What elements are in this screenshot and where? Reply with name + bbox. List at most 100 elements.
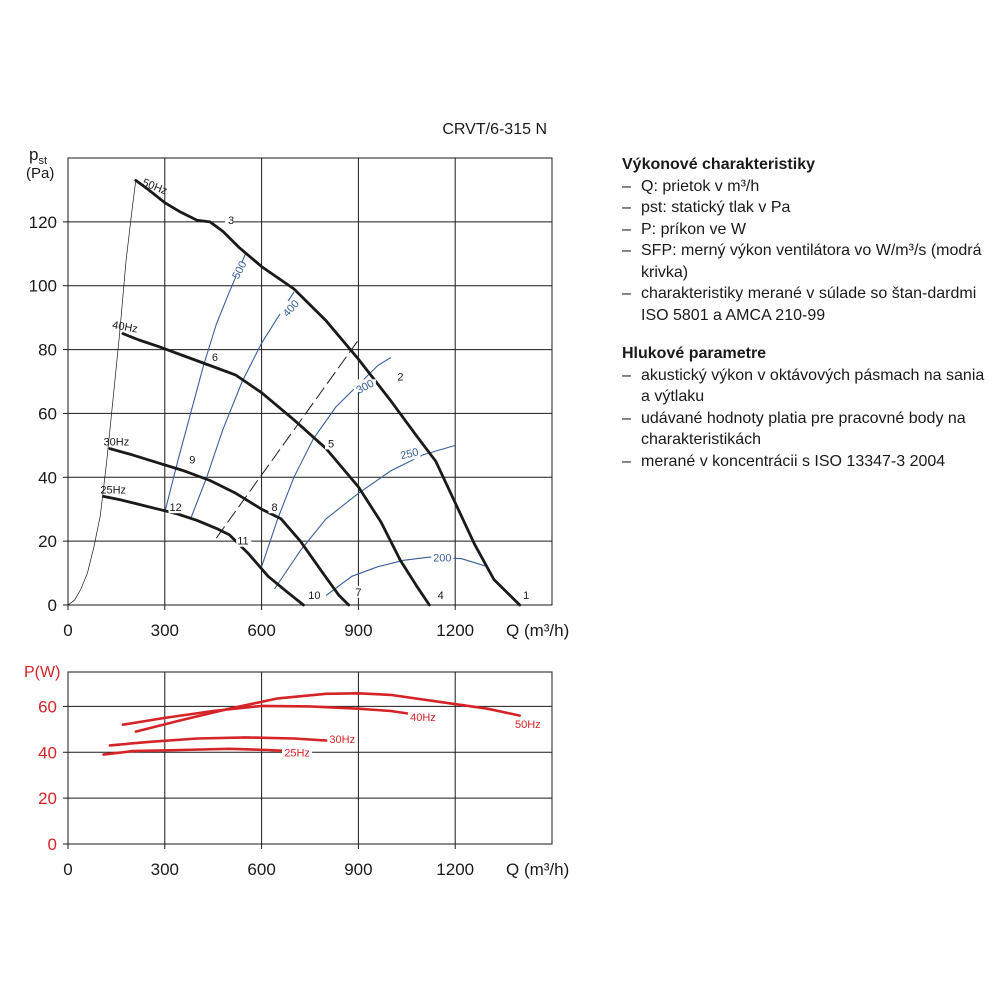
y-tick-label: 20 [38,532,57,551]
work-point-bg [208,351,218,364]
work-point-bg [186,453,196,466]
work-point-bg [307,589,323,602]
sfp-curve [164,253,247,513]
work-point-bg [394,370,404,383]
sfp-label: 500 [230,259,249,281]
power-x-tick-label: 900 [344,860,372,879]
y-tick-label: 60 [38,404,57,423]
sfp-label-bg [398,446,421,460]
y-tick-label: 40 [38,468,57,487]
work-point-label: 9 [189,454,195,466]
x-tick-label: 0 [63,621,72,640]
x-tick-label: 600 [247,621,275,640]
sfp-label-bg [228,262,251,276]
work-point-label: 5 [328,438,334,450]
power-x-tick-label: 300 [151,860,179,879]
y-tick-label: 120 [29,213,57,232]
work-point-label: 7 [355,587,361,599]
power-curve-30Hz [108,736,350,747]
work-point-bg [268,501,278,514]
y-axis-label-p: p [29,145,38,164]
pressure-curve-40Hz [121,332,431,607]
power-y-tick-label: 60 [38,697,57,716]
work-point-bg [224,213,234,226]
noise-item: udávané hodnoty platia pre pracovné body… [622,408,994,451]
pressure-curve-25Hz [102,495,305,607]
noise-item: akustický výkon v oktávových pásmach na … [622,365,994,408]
y-tick-label: 80 [38,341,57,360]
system-curve [67,180,137,606]
pressure-series-label: 40Hz [111,319,138,335]
noise-item: merané v koncentrácii s ISO 13347-3 2004 [622,451,994,473]
power-y-tick-label: 40 [38,743,57,762]
power-x-tick-label: 1200 [436,860,474,879]
power-curve-25Hz [102,747,305,756]
sfp-curve [325,556,488,596]
power-curves [102,692,521,756]
sfp-curve [190,291,295,519]
power-series-label-bg [407,711,438,724]
work-point-label: 1 [523,590,529,602]
x-tick-label: 300 [151,621,179,640]
power-curve-40Hz [121,704,425,726]
sfp-label: 200 [433,553,451,565]
pressure-curves [67,179,522,607]
work-point-label: 4 [438,590,444,602]
noise-heading: Hlukové parametre [622,345,767,362]
performance-item: charakteristiky merané v súlade so štan-… [622,283,994,326]
power-x-tick-label: 600 [247,860,275,879]
work-point-bg [324,437,334,450]
work-point-label: 2 [397,371,403,383]
y-tick-label: 0 [48,596,57,615]
power-series-label-bg [512,718,543,731]
power-series-label-bg [327,732,358,745]
y-tick-label: 100 [29,277,57,296]
work-point-bg [434,589,444,602]
model-title: CRVT/6-315 N [442,121,547,138]
pressure-plot-frame [67,157,553,606]
x-tick-label: 1200 [436,621,474,640]
y-axis-unit: (Pa) [26,165,54,182]
performance-item: Q: prietok v m³/h [622,176,994,198]
work-point-bg [168,501,184,514]
noise-list: akustický výkon v oktávových pásmach na … [622,365,994,473]
performance-heading: Výkonové charakteristiky [622,156,815,173]
x-axis-label: Q (m³/h) [506,621,569,640]
work-point-label: 11 [237,536,248,548]
power-series-label: 50Hz [515,719,541,731]
reference-dashed-line [216,339,359,539]
performance-item: SFP: merný výkon ventilátora vo W/m³/s (… [622,240,994,283]
power-y-axis-label: P(W) [24,664,60,681]
power-y-tick-label: 0 [48,835,57,854]
power-plot-frame [67,671,553,845]
power-series-label: 25Hz [284,748,310,760]
work-point-label: 8 [272,502,278,514]
y-axis-label-sub: st [38,155,47,167]
pressure-series-label: 25Hz [100,484,126,496]
power-x-tick-label: 0 [63,860,72,879]
pressure-curve-30Hz [108,447,351,607]
y-axis-label-main: pst [29,145,47,167]
sfp-curve [274,444,456,590]
work-point-label: 6 [212,352,218,364]
pressure-curve-50Hz [134,179,522,607]
sfp-label: 250 [399,446,420,462]
sfp-label-bg [353,379,376,393]
work-point-bg [520,589,530,602]
work-point-label: 3 [228,215,234,227]
power-curve-50Hz [134,692,521,733]
sfp-label-bg [431,550,454,564]
performance-item: P: príkon ve W [622,219,994,241]
sfp-curve [261,357,391,567]
pressure-series-label: 30Hz [104,436,130,448]
work-point-label: 12 [169,502,181,514]
power-grid: 0 300 600 900 1200 0 20 40 60 [38,672,552,879]
x-tick-label: 900 [344,621,372,640]
info-panel: Výkonové charakteristiky Q: prietok v m³… [622,154,994,489]
power-chart: 0 300 600 900 1200 0 20 40 60 50Hz 40Hz 30Hz 25Hz P… [24,664,569,879]
work-point-bg [236,534,252,547]
performance-list: Q: prietok v m³/h pst: statický tlak v P… [622,176,994,327]
